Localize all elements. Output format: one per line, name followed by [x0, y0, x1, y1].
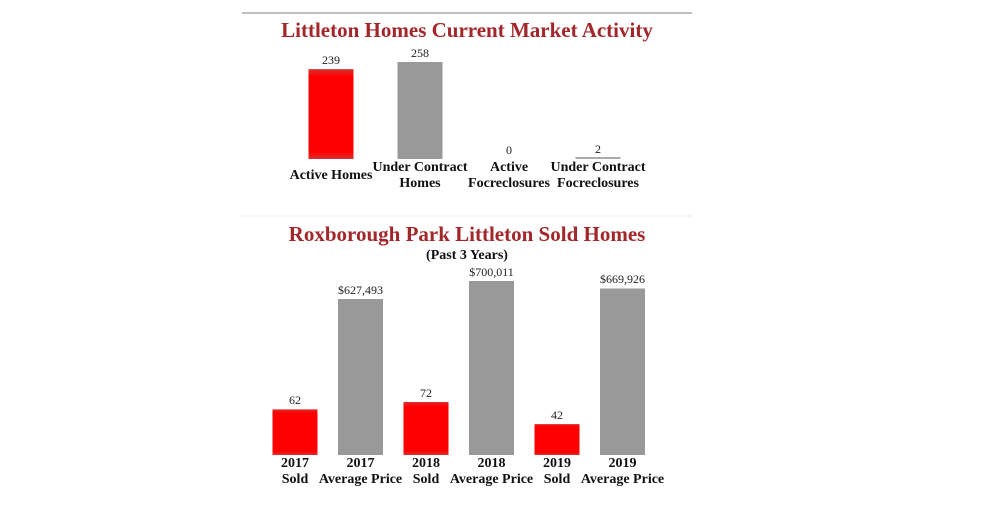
- x-tick-label: Under Contract: [550, 160, 645, 175]
- x-tick-label: 2019: [609, 456, 637, 471]
- x-tick-label: Active: [490, 160, 528, 175]
- bar: [469, 281, 514, 455]
- x-tick-label: 2017: [281, 456, 309, 471]
- value-label: 2: [595, 142, 601, 156]
- chart-title: Littleton Homes Current Market Activity: [281, 18, 653, 42]
- x-tick-label: 2017: [347, 456, 375, 471]
- x-tick-label: Sold: [282, 472, 309, 487]
- chart-title: Roxborough Park Littleton Sold Homes: [289, 222, 646, 246]
- value-label: 239: [322, 53, 340, 67]
- value-label: 258: [411, 46, 429, 60]
- x-tick-label: Average Price: [581, 472, 664, 487]
- bar: [397, 62, 443, 159]
- value-label: $627,493: [338, 283, 383, 297]
- x-tick-label: Focreclosures: [468, 176, 550, 191]
- value-label: 62: [289, 393, 301, 407]
- x-tick-label: 2019: [543, 456, 571, 471]
- bar: [308, 69, 354, 159]
- value-label: $700,011: [469, 265, 514, 279]
- x-tick-label: Under Contract: [372, 160, 467, 175]
- x-tick-label: Sold: [544, 472, 571, 487]
- bar: [338, 299, 383, 455]
- value-label: $669,926: [600, 272, 645, 286]
- x-tick-label: Sold: [413, 472, 440, 487]
- x-tick-label: Active Homes: [290, 168, 373, 183]
- chart-subtitle: (Past 3 Years): [426, 248, 508, 263]
- x-tick-label: Focreclosures: [557, 176, 639, 191]
- x-tick-label: Average Price: [450, 472, 533, 487]
- bar: [403, 402, 449, 455]
- x-tick-label: 2018: [478, 456, 506, 471]
- bar: [600, 288, 645, 455]
- x-tick-label: Average Price: [319, 472, 402, 487]
- x-tick-label: 2018: [412, 456, 440, 471]
- value-label: 72: [420, 386, 432, 400]
- value-label: 42: [551, 408, 563, 422]
- bar: [272, 409, 318, 455]
- bar: [534, 424, 580, 455]
- x-tick-label: Homes: [399, 176, 441, 191]
- value-label: 0: [506, 143, 512, 157]
